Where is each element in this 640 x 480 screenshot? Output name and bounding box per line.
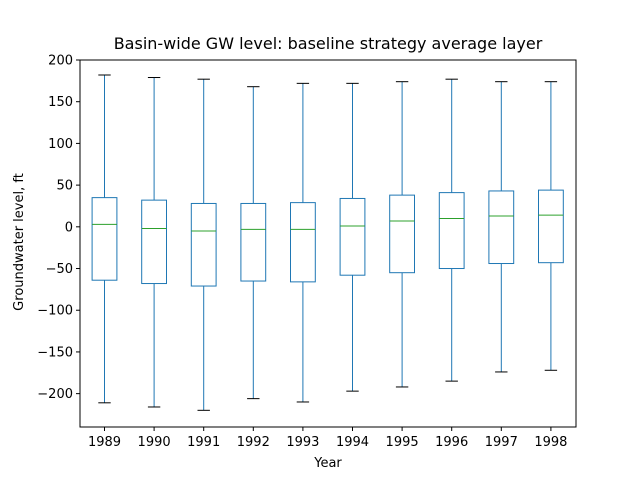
box <box>190 202 217 287</box>
x-tick-label: 1994 <box>336 435 369 450</box>
x-tick-label: 1992 <box>237 435 270 450</box>
chart-title: Basin-wide GW level: baseline strategy a… <box>114 34 543 53</box>
box <box>91 197 118 281</box>
y-tick-label: −50 <box>46 262 73 277</box>
y-axis-label: Groundwater level, ft <box>12 173 27 311</box>
box <box>488 190 515 265</box>
y-tick-label: −100 <box>37 304 73 319</box>
plot-area: 200 150 100 50 0 −50 −100 −150 −200 1989 1990 1991 1… <box>37 54 577 450</box>
y-tick-label: −200 <box>37 387 73 402</box>
y-tick-label: 0 <box>65 220 73 235</box>
x-tick-label: 1993 <box>286 435 319 450</box>
x-tick-label: 1989 <box>88 435 121 450</box>
y-tick-label: 100 <box>48 137 73 152</box>
box <box>240 202 267 282</box>
axes-frame <box>79 59 577 428</box>
y-tick-label: 50 <box>56 179 73 194</box>
box <box>438 192 465 270</box>
x-tick-label: 1998 <box>534 435 567 450</box>
box <box>339 197 366 276</box>
box <box>389 194 416 274</box>
box <box>141 199 167 285</box>
x-tick-label: 1995 <box>386 435 419 450</box>
x-tick-label: 1996 <box>435 435 468 450</box>
y-tick-label: 200 <box>48 54 73 69</box>
y-tick-label: −150 <box>37 345 73 360</box>
x-tick-label: 1997 <box>485 435 518 450</box>
y-tick-label: 150 <box>48 95 73 110</box>
x-tick-label: 1991 <box>187 435 220 450</box>
x-tick-label: 1990 <box>138 435 171 450</box>
box <box>290 202 316 283</box>
box <box>538 189 564 264</box>
x-axis-label: Year <box>313 456 342 471</box>
